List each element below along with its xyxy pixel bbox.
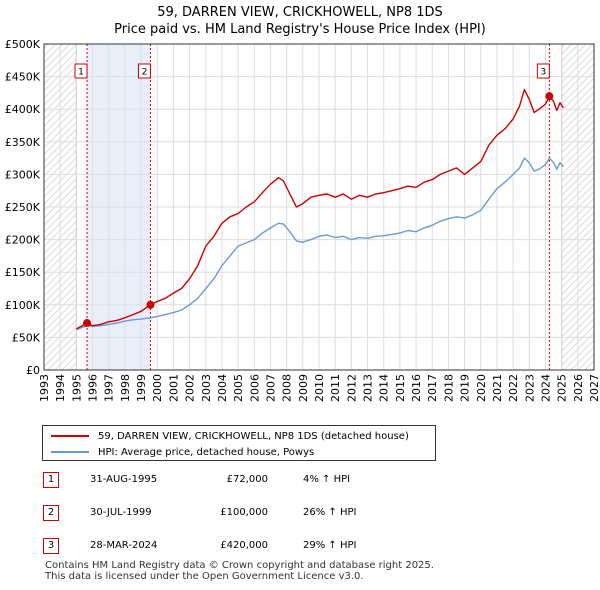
x-tick-label: 2014 [378, 374, 391, 402]
x-tick-label: 2027 [588, 374, 600, 402]
chart-title-line1: 59, DARREN VIEW, CRICKHOWELL, NP8 1DS [157, 5, 443, 20]
x-tick-label: 2004 [216, 374, 229, 402]
y-tick-label: £150K [5, 266, 41, 279]
chart-title-line2: Price paid vs. HM Land Registry's House … [114, 22, 486, 37]
y-tick-label: £300K [5, 168, 41, 181]
sale-number-badge: 1 [43, 472, 59, 488]
x-tick-label: 2001 [167, 374, 180, 402]
property-series-line [76, 88, 564, 330]
x-tick-label: 1994 [54, 374, 67, 402]
table-row: 3 28-MAR-2024 £420,000 29% ↑ HPI [38, 538, 398, 558]
sale-label-number: 3 [540, 68, 546, 78]
y-axis-labels: £0 £50K £100K £150K £200K £250K £300K £350K £400… [5, 38, 41, 377]
axes [43, 43, 595, 371]
x-tick-label: 2024 [539, 374, 552, 402]
x-tick-label: 1998 [119, 374, 132, 402]
sale-hpi-change: 26% ↑ HPI [303, 507, 357, 518]
sale-point-marker [545, 92, 554, 101]
x-tick-label: 2011 [329, 374, 342, 402]
sale-vlines: 1 2 3 [74, 44, 550, 370]
price-chart: 1 2 3 £0 £50K £100K £150K £200K £250K £300K £350K… [5, 38, 600, 402]
legend-label-hpi: HPI: Average price, detached house, Powy… [98, 446, 315, 458]
x-tick-label: 2012 [345, 374, 358, 402]
sale-label-number: 2 [142, 68, 148, 78]
x-tick-label: 2007 [264, 374, 277, 402]
y-tick-label: £350K [5, 136, 41, 149]
sale-price: £100,000 [220, 507, 268, 518]
x-tick-label: 2016 [410, 374, 423, 402]
legend-swatch-hpi [51, 451, 89, 453]
x-tick-label: 2009 [297, 374, 310, 402]
x-tick-label: 2000 [151, 374, 164, 402]
y-tick-label: £250K [5, 201, 41, 214]
x-tick-label: 1996 [87, 374, 100, 402]
x-tick-label: 1999 [135, 374, 148, 402]
x-tick-label: 2023 [523, 374, 536, 402]
x-tick-label: 2019 [459, 374, 472, 402]
chart-title: 59, DARREN VIEW, CRICKHOWELL, NP8 1DS Pr… [0, 4, 600, 38]
x-tick-label: 1995 [70, 374, 83, 402]
footer: Contains HM Land Registry data © Crown c… [45, 560, 434, 582]
table-row: 2 30-JUL-1999 £100,000 26% ↑ HPI [38, 505, 398, 525]
sale-markers [83, 92, 554, 328]
y-tick-label: £500K [5, 38, 41, 51]
table-row: 1 31-AUG-1995 £72,000 4% ↑ HPI [38, 472, 398, 492]
x-tick-label: 2015 [394, 374, 407, 402]
x-tick-label: 2008 [281, 374, 294, 402]
y-tick-label: £100K [5, 299, 41, 312]
sale-hpi-change: 29% ↑ HPI [303, 540, 357, 551]
sale-date: 31-AUG-1995 [90, 474, 158, 485]
y-tick-label: £200K [5, 234, 41, 247]
x-tick-label: 2002 [184, 374, 197, 402]
sale-date: 28-MAR-2024 [90, 540, 158, 551]
x-tick-label: 2021 [491, 374, 504, 402]
footer-copyright: Contains HM Land Registry data © Crown c… [45, 560, 434, 571]
y-tick-label: £50K [12, 331, 41, 344]
legend-item-hpi: HPI: Average price, detached house, Powy… [51, 444, 314, 460]
sale-number-badge: 2 [43, 505, 59, 521]
legend-swatch-property [51, 435, 89, 437]
x-tick-label: 2025 [556, 374, 569, 402]
sale-label-number: 1 [78, 68, 84, 78]
x-axis-labels: 1993 1994 1995 1996 1997 1998 1999 2000 2001 2002… [38, 374, 600, 402]
footer-licence: This data is licensed under the Open Gov… [45, 571, 364, 582]
sale-date: 30-JUL-1999 [90, 507, 152, 518]
x-tick-label: 2020 [475, 374, 488, 402]
sale-point-marker [83, 319, 92, 328]
x-tick-label: 1997 [103, 374, 116, 402]
x-tick-label: 2017 [426, 374, 439, 402]
x-tick-label: 2018 [442, 374, 455, 402]
x-tick-label: 2026 [572, 374, 585, 402]
sale-point-marker [146, 300, 155, 309]
sale-label-box [74, 63, 88, 79]
x-tick-label: 2006 [248, 374, 261, 402]
legend: 59, DARREN VIEW, CRICKHOWELL, NP8 1DS (d… [42, 425, 436, 461]
legend-label-property: 59, DARREN VIEW, CRICKHOWELL, NP8 1DS (d… [98, 430, 409, 442]
plot-border [43, 43, 595, 371]
sale-price: £420,000 [220, 540, 268, 551]
x-tick-label: 2010 [313, 374, 326, 402]
x-tick-label: 1993 [38, 374, 51, 402]
sale-hpi-change: 4% ↑ HPI [303, 474, 351, 485]
legend-item-property: 59, DARREN VIEW, CRICKHOWELL, NP8 1DS (d… [51, 428, 409, 444]
x-tick-label: 2005 [232, 374, 245, 402]
sale-label-box [137, 63, 151, 79]
sale-price: £72,000 [226, 474, 268, 485]
hpi-series-line [76, 157, 564, 331]
y-tick-label: £450K [5, 71, 41, 84]
sale-number-badge: 3 [43, 538, 59, 554]
x-tick-label: 2013 [362, 374, 375, 402]
series-lines [76, 88, 564, 331]
x-tick-label: 2003 [200, 374, 213, 402]
y-tick-label: £0 [26, 364, 40, 377]
x-tick-label: 2022 [507, 374, 520, 402]
sale-label-box [536, 63, 550, 79]
y-tick-label: £400K [5, 103, 41, 116]
